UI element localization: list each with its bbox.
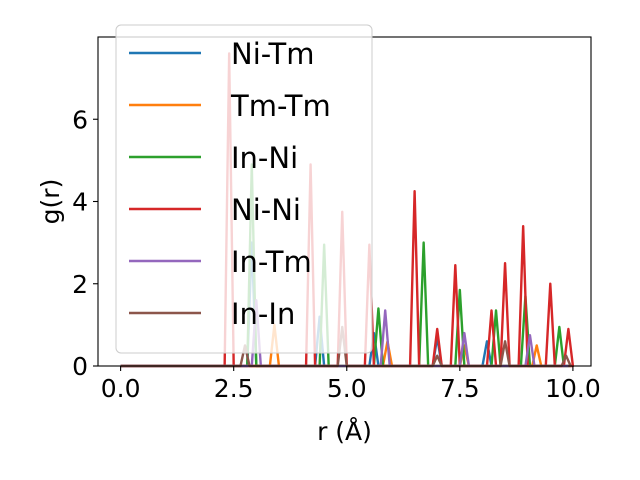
legend-label: Ni-Tm <box>231 37 315 71</box>
legend-label: Ni-Ni <box>231 193 301 227</box>
legend-label: In-Tm <box>231 245 312 279</box>
x-tick-label: 2.5 <box>214 374 254 403</box>
x-tick-label: 7.5 <box>440 374 480 403</box>
x-axis-label: r (Å) <box>317 417 372 446</box>
series-line-in-in <box>120 325 572 368</box>
y-axis-label: g(r) <box>36 179 65 225</box>
y-tick-label: 6 <box>72 105 88 134</box>
y-tick-label: 2 <box>72 270 88 299</box>
y-tick-label: 0 <box>72 352 88 381</box>
x-tick-label: 0.0 <box>101 374 141 403</box>
ticks-layer: 0.0 2.5 5.0 7.5 10.0 0 2 4 6 <box>72 105 601 403</box>
legend-frame <box>115 24 373 354</box>
legend-label: In-In <box>231 297 295 331</box>
x-tick-label: 5.0 <box>327 374 367 403</box>
x-tick-label: 10.0 <box>545 374 601 403</box>
legend-label: Tm-Tm <box>230 89 331 123</box>
legend: Ni-Tm Tm-Tm In-Ni Ni-Ni In-Tm In-In <box>115 24 373 354</box>
legend-label: In-Ni <box>231 141 298 175</box>
y-tick-label: 4 <box>72 188 88 217</box>
